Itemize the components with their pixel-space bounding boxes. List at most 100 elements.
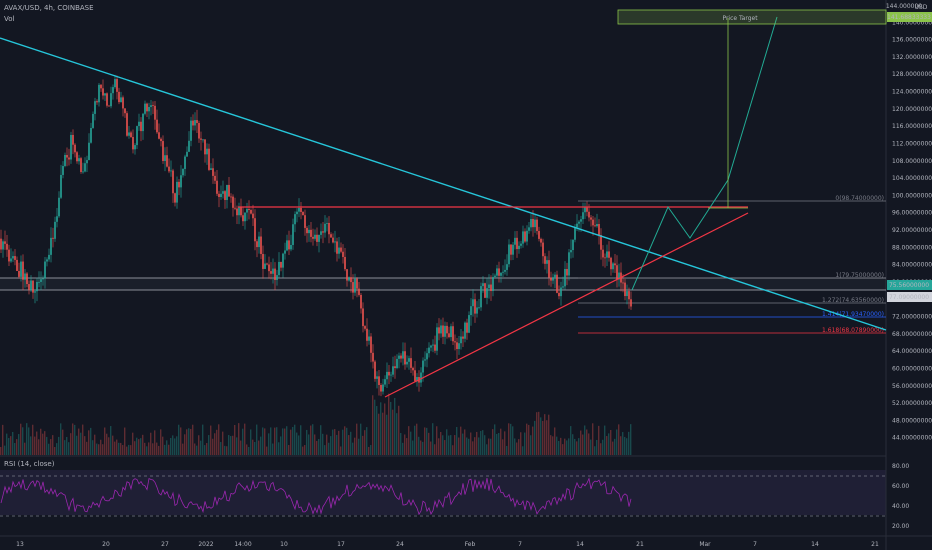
volume-bar — [540, 417, 542, 455]
candle-body — [60, 174, 62, 198]
volume-bar — [476, 431, 478, 455]
volume-bar — [84, 436, 86, 455]
volume-bar — [146, 446, 148, 455]
candle-body — [108, 105, 110, 107]
candle-body — [140, 121, 142, 132]
candle-body — [330, 234, 332, 238]
volume-bar — [466, 437, 468, 455]
candle-body — [552, 277, 554, 281]
candle-body — [574, 227, 576, 240]
candle-body — [320, 231, 322, 235]
volume-bar — [530, 435, 532, 455]
volume-bar — [166, 440, 168, 455]
volume-bar — [614, 438, 616, 455]
price-tick-label: 108.00000000 — [892, 158, 932, 165]
candle-body — [84, 163, 86, 172]
candle-body — [324, 223, 326, 233]
candle-body — [366, 328, 368, 341]
candle-body — [604, 257, 606, 259]
price-tick-label: 120.00000000 — [892, 106, 932, 113]
volume-bar — [12, 431, 14, 455]
volume-bar — [202, 424, 204, 455]
volume-bar — [6, 433, 8, 455]
volume-bar — [618, 424, 620, 455]
candle-body — [380, 384, 382, 392]
candle-body — [82, 171, 84, 173]
candle-body — [298, 207, 300, 212]
price-tick-label: 64.00000000 — [892, 348, 932, 355]
volume-bar — [10, 436, 12, 455]
volume-bar — [270, 427, 272, 455]
candle-body — [168, 166, 170, 172]
candle-body — [364, 326, 366, 329]
candle-body — [200, 138, 202, 140]
candle-body — [492, 277, 494, 291]
price-tick-label-top: 144.000000 — [886, 3, 922, 10]
candle-body — [576, 223, 578, 228]
volume-bar — [564, 438, 566, 455]
volume-bar — [532, 426, 534, 455]
candle-body — [522, 231, 524, 244]
candle-body — [544, 256, 546, 264]
volume-bar — [266, 446, 268, 455]
volume-bar — [294, 424, 296, 455]
currency-label: USD — [915, 4, 928, 11]
volume-bar — [122, 445, 124, 455]
candle-body — [376, 376, 378, 379]
volume-bar — [494, 424, 496, 455]
volume-bar — [28, 427, 30, 455]
candle-body — [318, 234, 320, 242]
candle-body — [354, 278, 356, 293]
volume-bar — [16, 439, 18, 455]
volume-bar — [322, 433, 324, 455]
volume-bar — [570, 426, 572, 455]
volume-bar — [602, 439, 604, 455]
candle-body — [488, 284, 490, 289]
volume-bar — [64, 440, 66, 455]
time-tick-label: 17 — [337, 541, 345, 548]
volume-bar — [388, 393, 390, 455]
volume-bar — [190, 428, 192, 455]
volume-bar — [96, 443, 98, 455]
candle-body — [62, 166, 64, 175]
candle-body — [442, 325, 444, 337]
price-tick-label: 60.00000000 — [892, 365, 932, 372]
volume-bar — [0, 447, 2, 455]
volume-bar — [400, 433, 402, 455]
volume-bar — [538, 411, 540, 455]
volume-bar — [414, 425, 416, 455]
time-tick-label: 27 — [161, 541, 169, 548]
candle-body — [392, 366, 394, 375]
candle-body — [206, 148, 208, 155]
symbol-legend: AVAX/USD, 4h, COINBASE — [4, 4, 94, 12]
price-tick-label: 48.00000000 — [892, 417, 932, 424]
price-target-box — [617, 9, 887, 25]
volume-bar — [342, 429, 344, 455]
candle-body — [446, 325, 448, 334]
projection-path — [631, 16, 778, 291]
volume-bar — [48, 443, 50, 455]
volume-bar — [368, 446, 370, 455]
candle-body — [370, 336, 372, 353]
volume-bar — [106, 433, 108, 455]
candle-body — [68, 157, 70, 160]
candle-body — [28, 284, 30, 290]
candle-body — [416, 377, 418, 382]
volume-bar — [98, 444, 100, 455]
candle-body — [400, 355, 402, 359]
volume-bar — [222, 431, 224, 455]
candle-body — [390, 374, 392, 376]
volume-bar — [586, 429, 588, 455]
volume-bar — [68, 442, 70, 455]
volume-bar — [554, 427, 556, 455]
volume-bar — [126, 446, 128, 455]
candle-body — [630, 299, 632, 307]
volume-bar — [528, 424, 530, 455]
candle-body — [256, 241, 258, 248]
candle-body — [284, 250, 286, 254]
volume-bar — [604, 425, 606, 455]
candle-body — [430, 345, 432, 348]
candle-body — [462, 336, 464, 339]
